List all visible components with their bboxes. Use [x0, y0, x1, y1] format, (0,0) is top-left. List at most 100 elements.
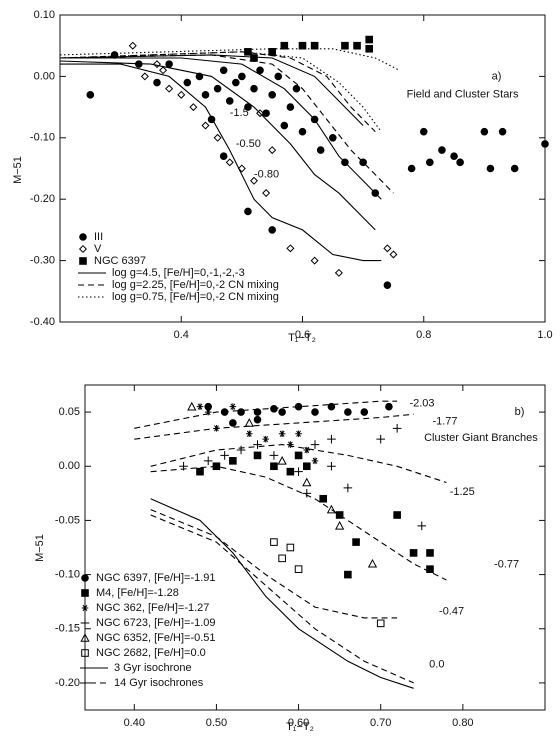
point: [294, 565, 303, 573]
point: [365, 44, 373, 53]
point: [201, 91, 210, 99]
y-axis-label: M−51: [34, 534, 46, 562]
point: [201, 121, 210, 130]
point: [409, 549, 418, 557]
point: [352, 538, 360, 546]
point: [311, 408, 319, 416]
x-tick-label: 0.4: [174, 329, 189, 341]
y-tick-label: -0.20: [55, 677, 80, 689]
point: [329, 134, 337, 142]
y-tick-label: -0.40: [30, 316, 55, 328]
point: [250, 54, 258, 62]
point: [152, 60, 162, 69]
legend-label: log g=2.25, [Fe/H]=0,-2 CN mixing: [112, 279, 279, 291]
point: [510, 164, 519, 173]
point: [229, 419, 237, 427]
point: [253, 451, 262, 460]
annotation: b): [515, 406, 525, 418]
annotation: 0.0: [429, 658, 444, 670]
point: [277, 455, 287, 465]
point: [376, 434, 386, 444]
legend-label: NGC 6352, [Fe/H]=-0.51: [96, 632, 216, 644]
point: [302, 462, 311, 471]
point: [311, 457, 319, 465]
legend-label: log g=0.75, [Fe/H]=0,-2 CN mixing: [112, 291, 279, 303]
point: [450, 152, 458, 161]
point: [456, 158, 464, 167]
point: [262, 189, 271, 198]
point: [426, 549, 434, 557]
curve: [150, 498, 414, 689]
y-tick-label: 0.00: [34, 70, 55, 82]
point: [334, 268, 343, 277]
point: [294, 451, 303, 460]
x-axis-label: T₁−T₂: [288, 332, 316, 344]
point: [353, 41, 361, 50]
curve: [59, 54, 382, 262]
point: [286, 103, 295, 111]
point: [278, 430, 286, 438]
legend-label: NGC 6397: [94, 255, 146, 267]
point: [250, 84, 258, 93]
point: [287, 441, 294, 448]
annotation: -2.03: [409, 397, 434, 409]
point: [229, 403, 237, 410]
point: [268, 91, 276, 99]
point: [256, 109, 265, 118]
curve: [134, 400, 447, 684]
point: [341, 41, 349, 50]
point: [392, 424, 402, 433]
point: [225, 97, 234, 105]
point: [385, 402, 393, 411]
point: [189, 103, 198, 112]
point: [219, 66, 228, 75]
annotation: -1.77: [432, 416, 457, 428]
point: [319, 494, 328, 503]
point: [196, 403, 204, 410]
point: [298, 127, 307, 136]
annotation: -0.77: [494, 559, 519, 571]
y-tick-label: 0.10: [34, 9, 55, 21]
point: [269, 451, 279, 460]
point: [365, 35, 373, 44]
point: [225, 158, 234, 167]
point: [140, 72, 149, 81]
point: [244, 207, 252, 216]
point: [310, 440, 320, 449]
curve: [59, 51, 394, 194]
point: [407, 164, 416, 173]
y-tick-label: 0.00: [59, 460, 80, 472]
point: [237, 164, 246, 173]
point: [286, 543, 295, 552]
y-tick-label: -0.10: [30, 132, 55, 144]
point: [360, 408, 369, 416]
point: [165, 84, 174, 93]
point: [480, 127, 489, 136]
point: [256, 66, 264, 75]
annotation: -0.80: [254, 169, 279, 181]
point: [286, 467, 295, 476]
x-tick-label: 0.70: [370, 717, 391, 729]
point: [244, 103, 252, 111]
point: [278, 408, 286, 416]
legend-swatch: [78, 244, 88, 254]
point: [232, 78, 240, 87]
point: [280, 121, 289, 130]
point: [327, 402, 336, 411]
point: [383, 244, 392, 253]
legend-label: NGC 6397, [Fe/H]=-1.91: [96, 572, 216, 584]
x-axis-label: T₁−T₂: [286, 721, 314, 733]
point: [86, 91, 95, 99]
x-tick-label: 0.40: [124, 717, 145, 729]
point: [343, 483, 353, 493]
point: [335, 520, 345, 530]
point: [213, 84, 222, 93]
curve: [59, 48, 400, 133]
x-tick-label: 0.60: [288, 717, 309, 729]
point: [203, 456, 213, 466]
legend-swatch: [79, 257, 87, 265]
point: [367, 558, 378, 568]
legend-label: NGC 6723, [Fe/H]=-1.09: [96, 617, 216, 629]
legend-label: V: [94, 243, 102, 255]
